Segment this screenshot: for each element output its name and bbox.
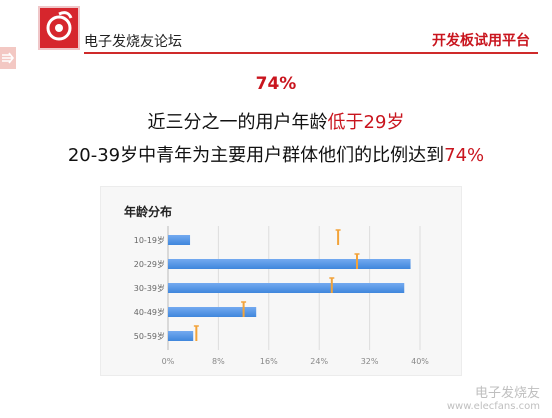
watermark: 电子发烧友 www.elecfans.com bbox=[447, 382, 540, 412]
y-category-label: 40-49岁 bbox=[134, 307, 165, 317]
header-divider bbox=[84, 52, 538, 54]
x-tick-label: 0% bbox=[162, 357, 175, 366]
arrow-icon bbox=[0, 47, 16, 69]
chart-title: 年龄分布 bbox=[124, 205, 173, 219]
x-tick-label: 16% bbox=[260, 357, 278, 366]
y-category-label: 20-29岁 bbox=[134, 259, 165, 269]
x-tick-label: 8% bbox=[212, 357, 225, 366]
bar bbox=[168, 259, 411, 269]
forum-logo[interactable] bbox=[38, 6, 80, 50]
headline-line-2-text: 20-39岁中青年为主要用户群体他们的比例达到 bbox=[67, 145, 445, 166]
site-name: 电子发烧友论坛 bbox=[84, 34, 182, 50]
y-category-label: 50-59岁 bbox=[134, 331, 165, 341]
bar bbox=[168, 331, 194, 341]
headline-percent: 74% bbox=[255, 74, 297, 94]
y-category-label: 30-39岁 bbox=[134, 283, 165, 293]
bar bbox=[168, 307, 257, 317]
bar bbox=[168, 283, 405, 293]
x-tick-label: 40% bbox=[411, 357, 429, 366]
chart-card bbox=[100, 186, 462, 376]
bar bbox=[168, 235, 191, 245]
x-tick-label: 32% bbox=[361, 357, 379, 366]
headline-line-2: 20-39岁中青年为主要用户群体他们的比例达到74% bbox=[0, 141, 552, 167]
headline-line-1: 近三分之一的用户年龄低于29岁 bbox=[0, 108, 552, 134]
watermark-text: 电子发烧友 bbox=[474, 386, 540, 401]
headline-line-2-highlight: 74% bbox=[444, 145, 485, 166]
headline-line-1-highlight: 低于29岁 bbox=[327, 112, 405, 133]
platform-title: 开发板试用平台 bbox=[432, 33, 530, 49]
header: 电子发烧友论坛 开发板试用平台 bbox=[0, 0, 552, 69]
watermark-url: www.elecfans.com bbox=[446, 401, 540, 412]
y-category-label: 10-19岁 bbox=[134, 235, 165, 245]
x-tick-label: 24% bbox=[310, 357, 328, 366]
headline-line-1-text: 近三分之一的用户年龄 bbox=[147, 112, 328, 133]
